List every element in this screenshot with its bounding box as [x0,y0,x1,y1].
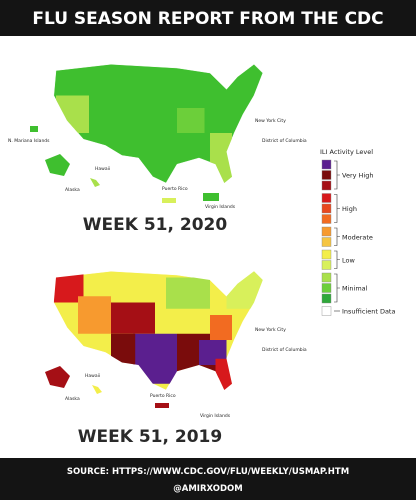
legend: Very High High Moderate Low Minimal Insuffici… [321,159,395,316]
legend-swatch [321,180,332,191]
legend-label: High [342,205,357,213]
legend-swatch [321,272,332,283]
legend-label: Minimal [342,285,368,293]
caption: WEEK 51, 2020 [83,215,228,235]
legend-label: Very High [342,172,373,180]
caption: WEEK 51, 2019 [78,427,222,447]
legend-bracket [334,160,340,190]
map-label: Puerto Rico [162,186,188,192]
legend-swatch [321,293,332,304]
header-bar [0,0,416,36]
legend-bracket [334,273,340,303]
pr-shape [155,403,169,408]
legend-swatch [321,260,332,270]
legend-label: Low [342,256,355,264]
hawaii-shape [92,385,102,394]
alaska-shape [45,366,70,388]
title: FLU SEASON REPORT FROM THE CDC [32,9,383,29]
map-label: New York City [255,327,286,333]
map-label: Puerto Rico [150,393,176,399]
legend-bracket [334,227,340,246]
map-label: Virgin Islands [200,413,231,419]
legend-bracket [334,194,340,223]
legend-bracket [334,250,340,269]
mariana-shape [30,126,38,132]
map-label: N. Mariana Islands [8,138,50,144]
source: SOURCE: HTTPS://WWW.CDC.GOV/FLU/WEEKLY/U… [67,467,349,477]
map-label: Alaska [65,396,80,402]
legend-swatch [321,193,332,203]
footer-bar [0,458,416,500]
legend-swatch [321,214,332,224]
map-label: District of Columbia [262,347,307,353]
map-label: New York City [255,118,286,124]
alaska-shape [45,154,70,176]
legend-label: Moderate [342,233,373,241]
legend-label: Insufficient Data [342,308,395,316]
legend-swatch [321,170,332,180]
map-label: Virgin Islands [205,204,236,210]
legend-swatch [321,203,332,214]
legend-swatch [321,283,332,293]
map-label: Hawaii [95,166,110,172]
map-label: District of Columbia [262,138,307,144]
map-2020 [53,63,264,184]
legend-swatch [321,159,332,170]
legend-swatch [321,237,332,247]
pr-shape [162,198,176,203]
vi-shape [203,193,219,201]
legend-swatch [321,306,332,316]
legend-swatch [321,249,332,260]
credit: @AMIRXODOM [173,484,242,494]
legend-swatch [321,226,332,237]
legend-title: ILI Activity Level [320,148,373,156]
hawaii-shape [90,178,100,187]
map-label: Hawaii [85,373,100,379]
map-label: Alaska [65,187,80,193]
map-2019 [53,270,264,391]
